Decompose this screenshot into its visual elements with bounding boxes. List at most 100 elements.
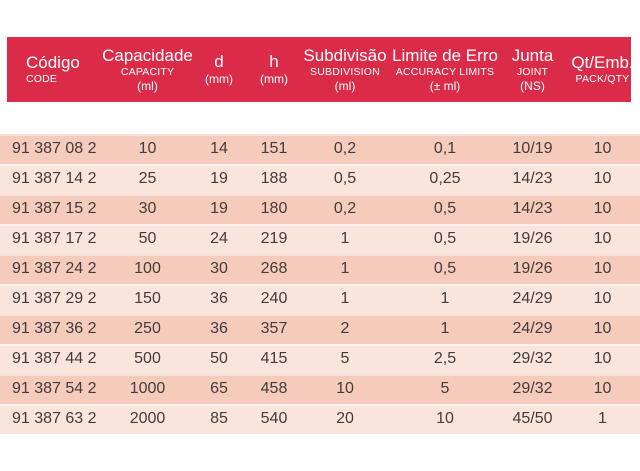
- cell-qtemb: 10: [593, 140, 612, 157]
- cell-codigo: 91 387 63 2: [12, 410, 97, 427]
- cell-capacidade: 50: [138, 230, 157, 247]
- cell-h: 415: [260, 350, 288, 367]
- cell-capacidade: 100: [134, 260, 161, 277]
- cell-codigo: 91 387 24 2: [12, 260, 97, 277]
- cell-subdivisao: 5: [340, 350, 350, 367]
- cell-h: 180: [260, 200, 288, 217]
- cell-d: 19: [210, 200, 228, 217]
- cell-d: 30: [210, 260, 228, 277]
- cell-junta: 19/26: [512, 260, 553, 277]
- cell-junta: 24/29: [512, 290, 553, 307]
- cell-qtemb: 10: [593, 230, 612, 247]
- cell-qtemb: 10: [593, 320, 612, 337]
- cell-limite: 1: [440, 290, 450, 307]
- table-row: 91 387 15 2 30 19 180 0,2 0,5 14/23 10: [0, 194, 640, 224]
- cell-h: 219: [260, 230, 288, 247]
- cell-h: 357: [260, 320, 288, 337]
- cell-capacidade: 250: [134, 320, 161, 337]
- table-body: 91 387 08 2 10 14 151 0,2 0,1 10/19 10 91 387 14…: [0, 134, 640, 434]
- cell-codigo: 91 387 14 2: [12, 170, 97, 187]
- cell-qtemb: 10: [593, 290, 612, 307]
- header-title: h: [269, 52, 279, 71]
- cell-junta: 14/23: [512, 170, 553, 187]
- cell-limite: 5: [440, 380, 450, 397]
- cell-qtemb: 10: [593, 200, 612, 217]
- header-title: Qt/Emb.: [571, 53, 634, 72]
- cell-h: 188: [260, 170, 288, 187]
- table-row: 91 387 54 2 1000 65 458 10 5 29/32 10: [0, 374, 640, 404]
- cell-subdivisao: 0,5: [333, 170, 357, 187]
- cell-d: 65: [210, 380, 228, 397]
- column-header-h: h (mm): [248, 37, 300, 102]
- cell-subdivisao: 1: [340, 230, 350, 247]
- table-row: 91 387 44 2 500 50 415 5 2,5 29/32 10: [0, 344, 640, 374]
- table-row: 91 387 63 2 2000 85 540 20 10 45/50 1: [0, 404, 640, 434]
- header-unit: (± ml): [429, 78, 461, 93]
- cell-codigo: 91 387 36 2: [12, 320, 97, 337]
- column-header-codigo: Código CODE: [0, 37, 105, 102]
- table-row: 91 387 29 2 150 36 240 1 1 24/29 10: [0, 284, 640, 314]
- cell-junta: 14/23: [512, 200, 553, 217]
- header-title: Limite de Erro: [392, 45, 498, 65]
- column-header-limite: Limite de Erro ACCURACY LIMITS (± ml): [390, 37, 500, 102]
- cell-capacidade: 150: [134, 290, 161, 307]
- table-row: 91 387 14 2 25 19 188 0,5 0,25 14/23 10: [0, 164, 640, 194]
- table-row: 91 387 36 2 250 36 357 2 1 24/29 10: [0, 314, 640, 344]
- cell-junta: 29/32: [512, 380, 553, 397]
- header-subtitle: ACCURACY LIMITS: [395, 65, 495, 78]
- table-row: 91 387 17 2 50 24 219 1 0,5 19/26 10: [0, 224, 640, 254]
- cell-limite: 1: [440, 320, 450, 337]
- cell-codigo: 91 387 15 2: [12, 200, 97, 217]
- cell-limite: 10: [436, 410, 454, 427]
- header-subtitle: JOINT: [516, 65, 549, 78]
- header-subtitle: CAPACITY: [120, 65, 175, 78]
- cell-d: 85: [210, 410, 228, 427]
- cell-limite: 2,5: [433, 350, 457, 367]
- cell-d: 36: [210, 290, 228, 307]
- cell-limite: 0,5: [433, 200, 457, 217]
- cell-limite: 0,1: [433, 140, 457, 157]
- column-header-d: d (mm): [190, 37, 248, 102]
- header-unit: (mm): [260, 72, 288, 86]
- cell-limite: 0,5: [433, 260, 457, 277]
- column-header-capacidade: Capacidade CAPACITY (ml): [102, 37, 193, 102]
- cell-junta: 24/29: [512, 320, 553, 337]
- header-subtitle: SUBDIVISION: [310, 65, 380, 78]
- cell-codigo: 91 387 08 2: [12, 140, 97, 157]
- cell-junta: 29/32: [512, 350, 553, 367]
- cell-capacidade: 500: [134, 350, 161, 367]
- cell-capacidade: 10: [138, 140, 157, 157]
- header-title: Subdivisão: [303, 45, 387, 65]
- cell-capacidade: 30: [138, 200, 157, 217]
- column-header-subdivisao: Subdivisão SUBDIVISION (ml): [300, 37, 390, 102]
- cell-subdivisao: 1: [340, 290, 350, 307]
- cell-capacidade: 25: [138, 170, 157, 187]
- cell-h: 540: [260, 410, 288, 427]
- cell-limite: 0,5: [433, 230, 457, 247]
- cell-subdivisao: 1: [340, 260, 350, 277]
- cell-codigo: 91 387 44 2: [12, 350, 97, 367]
- header-title: Junta: [511, 45, 554, 65]
- cell-junta: 19/26: [512, 230, 553, 247]
- cell-codigo: 91 387 54 2: [12, 380, 97, 397]
- cell-d: 19: [210, 170, 228, 187]
- header-title: Capacidade: [102, 45, 193, 65]
- cell-qtemb: 1: [598, 410, 607, 427]
- header-background: [7, 37, 631, 102]
- cell-junta: 45/50: [512, 410, 553, 427]
- cell-d: 36: [210, 320, 228, 337]
- header-unit: (NS): [520, 78, 545, 93]
- cell-capacidade: 2000: [129, 410, 166, 427]
- cell-limite: 0,25: [429, 170, 461, 187]
- cell-subdivisao: 20: [336, 410, 354, 427]
- header-unit: (ml): [334, 78, 356, 93]
- cell-h: 151: [260, 140, 288, 157]
- cell-subdivisao: 0,2: [333, 140, 357, 157]
- cell-d: 14: [210, 140, 228, 157]
- header-unit: (mm): [205, 72, 233, 86]
- cell-subdivisao: 2: [340, 320, 350, 337]
- cell-qtemb: 10: [593, 380, 612, 397]
- cell-qtemb: 10: [593, 170, 612, 187]
- cell-d: 24: [210, 230, 228, 247]
- cell-h: 240: [260, 290, 288, 307]
